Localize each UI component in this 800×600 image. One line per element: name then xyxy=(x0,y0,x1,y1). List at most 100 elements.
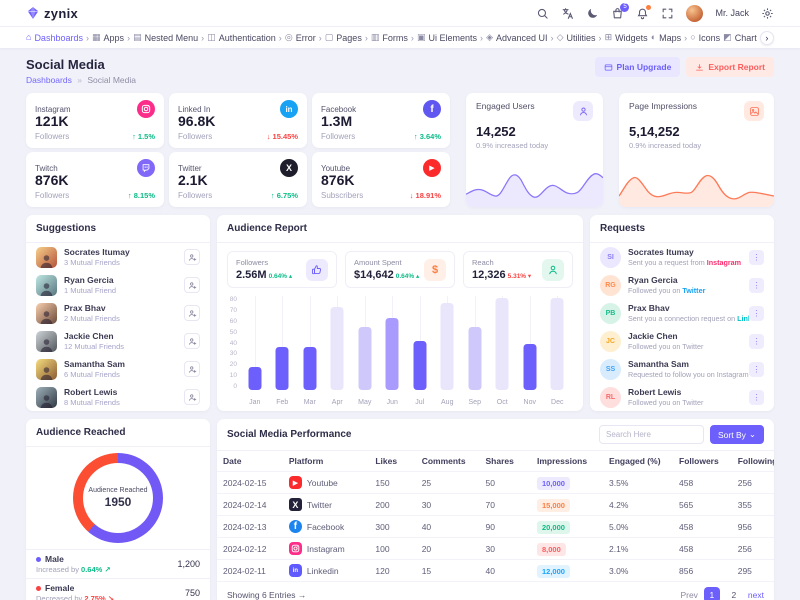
export-report-label: Export Report xyxy=(708,62,765,72)
table-search-input[interactable] xyxy=(599,425,704,444)
nav-item-widgets[interactable]: ⊞ Widgets xyxy=(605,33,648,43)
cell-comments: 40 xyxy=(415,515,480,538)
column-header-likes[interactable]: Likes xyxy=(375,456,398,466)
nav-item-nested-menu[interactable]: ▤ Nested Menu › xyxy=(133,33,204,43)
table-row[interactable]: 2024-02-11 in Linkedin 120 15 40 12,000 3… xyxy=(217,559,774,581)
user-avatar[interactable] xyxy=(686,4,704,22)
column-header-platform[interactable]: Platform xyxy=(288,456,324,466)
bar-sep[interactable]: Sep xyxy=(461,292,489,408)
table-row[interactable]: 2024-02-13 f Facebook 300 40 90 20,000 5.… xyxy=(217,515,774,538)
page-impressions-card: Page Impressions 5,14,252 0.9% increased… xyxy=(619,93,774,207)
bar-plot: Jan Feb Mar Apr May Jun Jul Aug Sep Oct … xyxy=(241,292,571,408)
legend-label: Female xyxy=(36,583,114,593)
more-options-button[interactable]: ⋮ xyxy=(749,389,764,405)
facebook-icon: f xyxy=(288,520,302,533)
column-header-following[interactable]: Following xyxy=(737,456,774,466)
user-name[interactable]: Mr. Jack xyxy=(715,8,749,18)
table-row[interactable]: 2024-02-12 Instagram 100 20 30 8,000 2.1… xyxy=(217,537,774,560)
bar-jul[interactable]: Jul xyxy=(406,292,434,408)
more-options-button[interactable]: ⋮ xyxy=(749,305,764,321)
audience-reached-card: Audience Reached Audience Reached 1950 M… xyxy=(26,419,210,600)
person-name: Prax Bhav xyxy=(628,303,670,314)
cart-icon[interactable]: 5 xyxy=(611,2,630,20)
nav-item-error[interactable]: ◎ Error › xyxy=(285,33,322,43)
fullscreen-icon[interactable] xyxy=(661,7,674,20)
icons-icon: ○ xyxy=(690,32,696,42)
nav-item-advanced-ui[interactable]: ◈ Advanced UI › xyxy=(486,33,553,43)
bar-nov[interactable]: Nov xyxy=(516,292,544,408)
page-impressions-value: 5,14,252 xyxy=(629,124,680,139)
add-friend-button[interactable] xyxy=(184,305,200,321)
nav-item-chart[interactable]: ◩ Chart xyxy=(723,33,757,43)
brand-logo[interactable]: zynix xyxy=(26,6,78,21)
add-friend-button[interactable] xyxy=(184,361,200,377)
notifications-icon[interactable] xyxy=(636,4,652,20)
export-report-button[interactable]: Export Report xyxy=(686,57,774,77)
performance-card: Social Media Performance Sort By⌄ Date Pl… xyxy=(217,419,774,600)
column-header-date[interactable]: Date xyxy=(223,456,242,466)
cell-date: 2024-02-15 xyxy=(217,471,283,494)
column-header-engaged-[interactable]: Engaged (%) xyxy=(609,456,661,466)
table-row[interactable]: 2024-02-14 X Twitter 200 30 70 15,000 4.2… xyxy=(217,493,774,516)
plan-upgrade-button[interactable]: Plan Upgrade xyxy=(594,57,681,77)
nav-item-authentication[interactable]: ◫ Authentication › xyxy=(207,33,282,43)
column-header-followers[interactable]: Followers xyxy=(679,456,719,466)
bar-dec[interactable]: Dec xyxy=(544,292,572,408)
nav-item-maps[interactable]: ◐ Maps › xyxy=(651,33,687,43)
nav-item-utilities[interactable]: ◇ Utilities › xyxy=(557,33,602,43)
add-user-icon xyxy=(188,393,197,402)
bar-aug[interactable]: Aug xyxy=(434,292,462,408)
add-friend-button[interactable] xyxy=(184,249,200,265)
cell-following: 355 xyxy=(731,493,774,516)
nav-item-icons[interactable]: ○ Icons xyxy=(690,33,720,43)
x-tick-label: Jun xyxy=(386,399,398,406)
utilities-icon: ◇ xyxy=(556,32,564,42)
add-friend-button[interactable] xyxy=(184,389,200,405)
table-row[interactable]: 2024-02-15 ▶ Youtube 150 25 50 10,000 3.5… xyxy=(217,471,774,494)
add-friend-button[interactable] xyxy=(184,277,200,293)
bar-may[interactable]: May xyxy=(351,292,379,408)
nav-scroll-right-button[interactable]: › xyxy=(759,30,774,45)
pagination-next[interactable]: next xyxy=(747,590,764,600)
column-header-shares[interactable]: Shares xyxy=(485,456,514,466)
pagination-prev[interactable]: Prev xyxy=(680,590,698,600)
bar-jun[interactable]: Jun xyxy=(379,292,407,408)
nav-item-forms[interactable]: ▥ Forms › xyxy=(371,33,414,43)
translate-icon[interactable] xyxy=(561,7,574,20)
showing-entries-label: Showing 6 Entries → xyxy=(227,590,307,600)
bar-mar[interactable]: Mar xyxy=(296,292,324,408)
mutual-friends-label: 3 Mutual Friends xyxy=(64,257,120,267)
request-platform-link[interactable]: Linkedin xyxy=(737,313,749,323)
kpi-change: 0.64% ▴ xyxy=(395,273,420,280)
pagination-page-2[interactable]: 2 xyxy=(731,590,737,600)
breadcrumb-dashboards[interactable]: Dashboards xyxy=(26,75,72,85)
sort-by-button[interactable]: Sort By ⌄ xyxy=(710,425,764,444)
bar-jan[interactable]: Jan xyxy=(241,292,269,408)
dark-mode-icon[interactable] xyxy=(586,7,599,20)
pagination-page-1[interactable]: 1 xyxy=(703,587,720,600)
more-options-button[interactable]: ⋮ xyxy=(749,361,764,377)
chevron-down-icon: ⌄ xyxy=(748,429,756,439)
add-friend-button[interactable] xyxy=(184,333,200,349)
column-header-comments[interactable]: Comments xyxy=(421,456,466,466)
nav-item-ui-elements[interactable]: ▣ Ui Elements › xyxy=(417,33,483,43)
nav-item-pages[interactable]: ▢ Pages › xyxy=(325,33,368,43)
layers-icon: ▤ xyxy=(133,32,142,42)
bar-apr[interactable]: Apr xyxy=(324,292,352,408)
stat-card-linked-in: Linked In in 96.8K Followers ↓ 15.45% xyxy=(169,93,307,148)
suggestion-row-socrates-itumay: Socrates Itumay 3 Mutual Friends xyxy=(26,243,210,271)
request-platform-link[interactable]: Twitter xyxy=(682,285,706,295)
more-options-button[interactable]: ⋮ xyxy=(749,249,764,265)
nav-item-dashboards[interactable]: ⌂ Dashboards › xyxy=(26,33,89,43)
legend-row-male: Male Increased by 0.64% ↗ 1,200 xyxy=(26,549,210,578)
more-options-button[interactable]: ⋮ xyxy=(749,333,764,349)
kpi-amount-spent: Amount Spent $14,642 0.64% ▴ $ xyxy=(345,251,455,288)
more-options-button[interactable]: ⋮ xyxy=(749,277,764,293)
settings-icon[interactable] xyxy=(761,7,774,20)
column-header-impressions[interactable]: Impressions xyxy=(536,456,588,466)
nav-item-apps[interactable]: ▦ Apps › xyxy=(92,33,130,43)
bar-feb[interactable]: Feb xyxy=(269,292,297,408)
request-platform-link[interactable]: Instagram xyxy=(706,257,742,267)
search-icon[interactable] xyxy=(536,7,549,20)
bar-oct[interactable]: Oct xyxy=(489,292,517,408)
